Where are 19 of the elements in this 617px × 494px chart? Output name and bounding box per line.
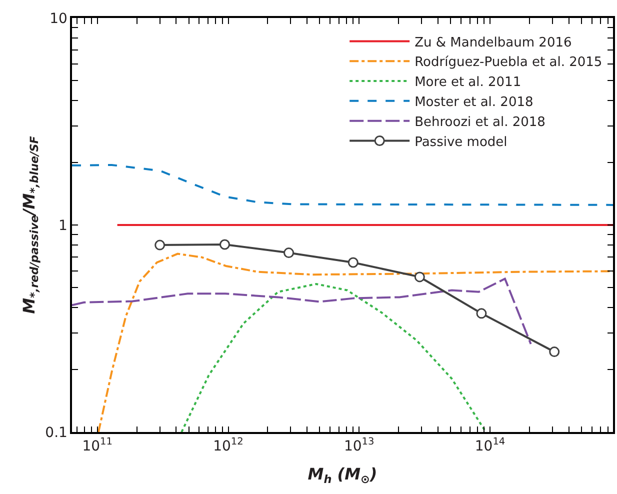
point xyxy=(154,240,166,250)
point xyxy=(284,248,294,258)
x-tick-label: 10$^{14}$ xyxy=(474,436,506,455)
legend-label: Moster et al. 2018 xyxy=(414,95,534,110)
x-tick-label: 10$^{13}$ xyxy=(344,436,374,455)
x-tick-label: 10$^{12}$ xyxy=(213,436,244,455)
x-axis-title: M$_{h}$ (M$_{⊙}$) xyxy=(308,464,378,486)
legend-label: Rodríguez-Puebla et al. 2015 xyxy=(414,55,602,70)
legend-label: Behroozi et al. 2018 xyxy=(414,114,546,130)
legend-label: Passive model xyxy=(414,134,508,150)
y-tick-label: 10 xyxy=(50,10,68,27)
x-tick-label: 10$^{11}$ xyxy=(82,436,113,455)
y-tick-label: 1 xyxy=(58,218,68,234)
legend-label: Zu & Mandelbaum 2016 xyxy=(414,35,572,50)
point xyxy=(414,272,425,282)
legend-label: More et al. 2011 xyxy=(414,75,522,90)
y-tick-label: 0.1 xyxy=(45,424,68,441)
point xyxy=(348,257,358,268)
point xyxy=(219,239,230,250)
